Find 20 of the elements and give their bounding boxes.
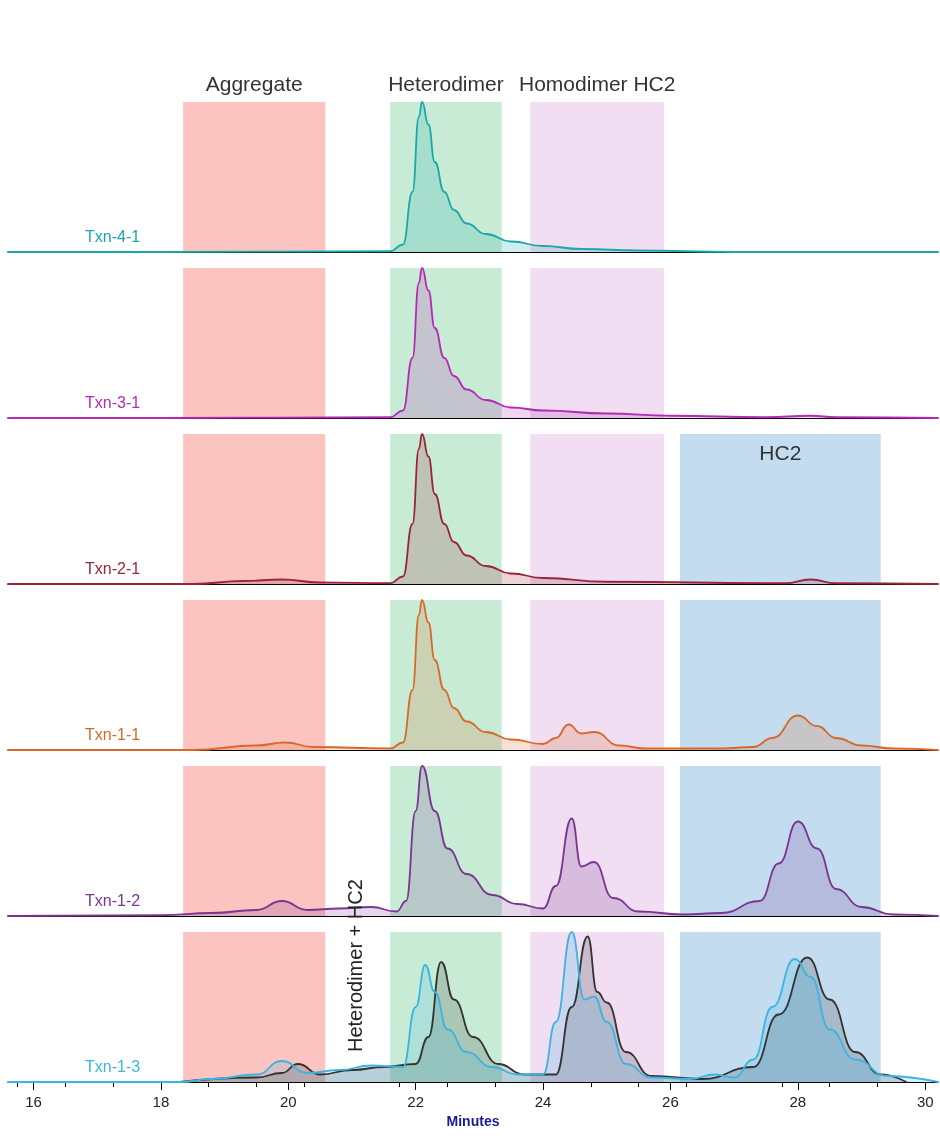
band-label: Heterodimer <box>388 72 504 95</box>
series-label: Txn-1-3 <box>85 1057 141 1075</box>
band-label: HC2 <box>759 441 802 464</box>
series-label: Txn-1-1 <box>85 725 141 743</box>
x-tick-label: 28 <box>789 1093 807 1110</box>
x-tick-label: 30 <box>916 1093 934 1110</box>
series-label: Txn-2-1 <box>85 559 141 577</box>
x-tick-label: 16 <box>25 1093 42 1110</box>
x-tick-label: 24 <box>534 1093 552 1110</box>
x-tick-label: 20 <box>279 1093 297 1110</box>
band-label: Aggregate <box>205 72 303 95</box>
series-label: Txn-3-1 <box>85 393 141 411</box>
band-label: Homodimer HC2 <box>519 72 676 95</box>
x-tick-label: 22 <box>407 1093 425 1110</box>
series-label: Txn-1-2 <box>85 891 141 909</box>
series-label: Txn-4-1 <box>85 227 141 245</box>
x-axis-title: Minutes <box>446 1112 500 1129</box>
x-tick-label: 18 <box>152 1093 170 1110</box>
annotation: Heterodimer + HC2 <box>344 879 367 1052</box>
x-tick-label: 26 <box>662 1093 679 1110</box>
